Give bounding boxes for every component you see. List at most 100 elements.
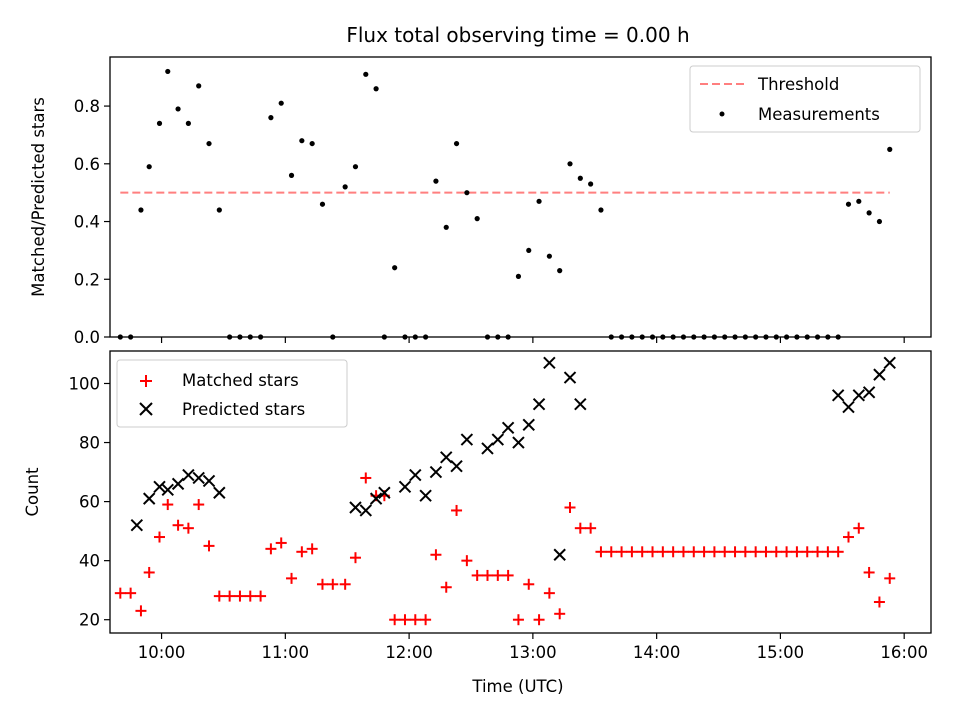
predicted-stars-point — [202, 474, 216, 488]
measurement-point — [515, 273, 522, 279]
measurement-point — [629, 334, 635, 340]
predicted-stars-point — [873, 368, 886, 381]
measurement-point — [309, 140, 315, 147]
predicted-stars-point — [378, 486, 391, 499]
matched-stars-point — [677, 546, 689, 558]
matched-stars-point — [461, 555, 473, 567]
measurements-series — [117, 68, 893, 340]
matched-stars-point — [832, 546, 844, 558]
measurement-point — [484, 334, 491, 340]
x-tick-label: 15:00 — [757, 643, 805, 662]
measurement-point — [825, 334, 831, 340]
predicted-stars-point — [532, 397, 546, 411]
ratio-legend: Threshold Measurements — [689, 65, 921, 133]
matched-stars-point — [286, 572, 298, 584]
matched-stars-point — [585, 522, 597, 534]
measurement-point — [342, 184, 348, 190]
predicted-stars-point — [130, 519, 144, 532]
measurement-point — [753, 334, 759, 340]
matched-stars-point — [327, 578, 339, 590]
measurement-point — [773, 334, 779, 340]
measurement-point — [237, 334, 243, 340]
matched-stars-point — [822, 546, 834, 558]
y-tick-label: 40 — [79, 552, 100, 571]
measurement-point — [412, 334, 418, 340]
matched-stars-point — [647, 546, 659, 558]
measurement-point — [319, 201, 326, 207]
predicted-stars-point — [512, 436, 525, 449]
predicted-stars-point — [574, 397, 587, 411]
measurement-point — [156, 120, 163, 126]
counts-plot-frame — [109, 350, 932, 634]
predicted-stars-point — [142, 492, 156, 505]
measurement-point — [464, 190, 470, 196]
matched-stars-point — [399, 614, 411, 626]
matched-stars-point — [781, 546, 793, 558]
measurement-point — [373, 86, 379, 92]
predicted-stars-point — [543, 356, 556, 370]
matched-stars-point — [812, 546, 824, 558]
measurement-point — [330, 334, 336, 340]
x-axis-label: Time (UTC) — [471, 677, 563, 696]
legend-measurements-label: Measurements — [758, 105, 880, 124]
predicted-stars-point — [192, 471, 205, 485]
predicted-stars-point — [831, 389, 845, 402]
matched-stars-point — [564, 502, 576, 514]
ratio-plot-frame — [109, 56, 932, 338]
matched-stars-point — [616, 546, 628, 558]
measurement-point — [247, 334, 253, 340]
matched-stars-point — [135, 605, 147, 617]
matched-stars-point — [275, 537, 287, 549]
measurement-point — [742, 334, 748, 340]
measurement-point — [288, 172, 295, 178]
measurement-point — [680, 334, 687, 340]
matched-stars-point — [154, 531, 166, 543]
matched-stars-point — [626, 546, 638, 558]
matched-stars-point — [688, 546, 700, 558]
measurement-point — [588, 181, 594, 187]
predicted-stars-point — [460, 433, 474, 446]
measurement-point — [185, 120, 191, 126]
measurement-point — [146, 164, 152, 170]
predicted-stars-point — [171, 477, 185, 491]
counts-y-ticks: 20 40 60 80 100 — [69, 374, 110, 630]
matched-stars-point — [708, 546, 720, 558]
y-tick-label: 100 — [69, 374, 101, 393]
measurement-point — [845, 201, 852, 207]
matched-stars-point — [471, 569, 483, 581]
predicted-stars-point — [429, 465, 443, 479]
matched-stars-point — [316, 578, 328, 590]
predicted-stars-point — [369, 492, 383, 505]
measurement-point — [165, 68, 171, 75]
measurement-point — [423, 334, 429, 340]
measurement-point — [505, 334, 511, 340]
predicted-stars-point — [862, 386, 876, 399]
matched-stars-point — [605, 546, 617, 558]
legend-matched-swatch — [140, 375, 152, 387]
matched-stars-point — [873, 596, 885, 608]
matched-stars-point — [554, 608, 566, 620]
measurement-point — [175, 106, 181, 112]
counts-legend-box — [116, 359, 348, 428]
measurement-point — [474, 216, 480, 222]
measurement-point — [876, 218, 883, 225]
legend-threshold-label: Threshold — [757, 75, 839, 94]
counts-x-ticks: 10:00 11:00 12:00 13:00 14:00 15:00 16:00 — [138, 633, 928, 662]
measurement-point — [866, 210, 872, 216]
matched-stars-point — [172, 519, 184, 531]
measurement-point — [794, 334, 800, 340]
measurement-point — [433, 178, 439, 184]
measurement-point — [598, 207, 604, 213]
measurement-point — [196, 83, 202, 89]
matched-stars-point — [636, 546, 648, 558]
counts-panel: 20 40 60 80 100 10:00 11:00 12:00 13:00 14:00 15:… — [23, 350, 932, 696]
measurement-point — [577, 175, 583, 181]
measurement-point — [701, 334, 707, 340]
measurement-point — [608, 334, 614, 340]
measurement-point — [814, 334, 821, 340]
matched-stars-point — [265, 543, 277, 555]
predicted-stars-point — [553, 548, 566, 561]
predicted-stars-point — [852, 389, 866, 402]
matched-stars-point — [234, 590, 246, 602]
measurement-point — [128, 334, 134, 340]
